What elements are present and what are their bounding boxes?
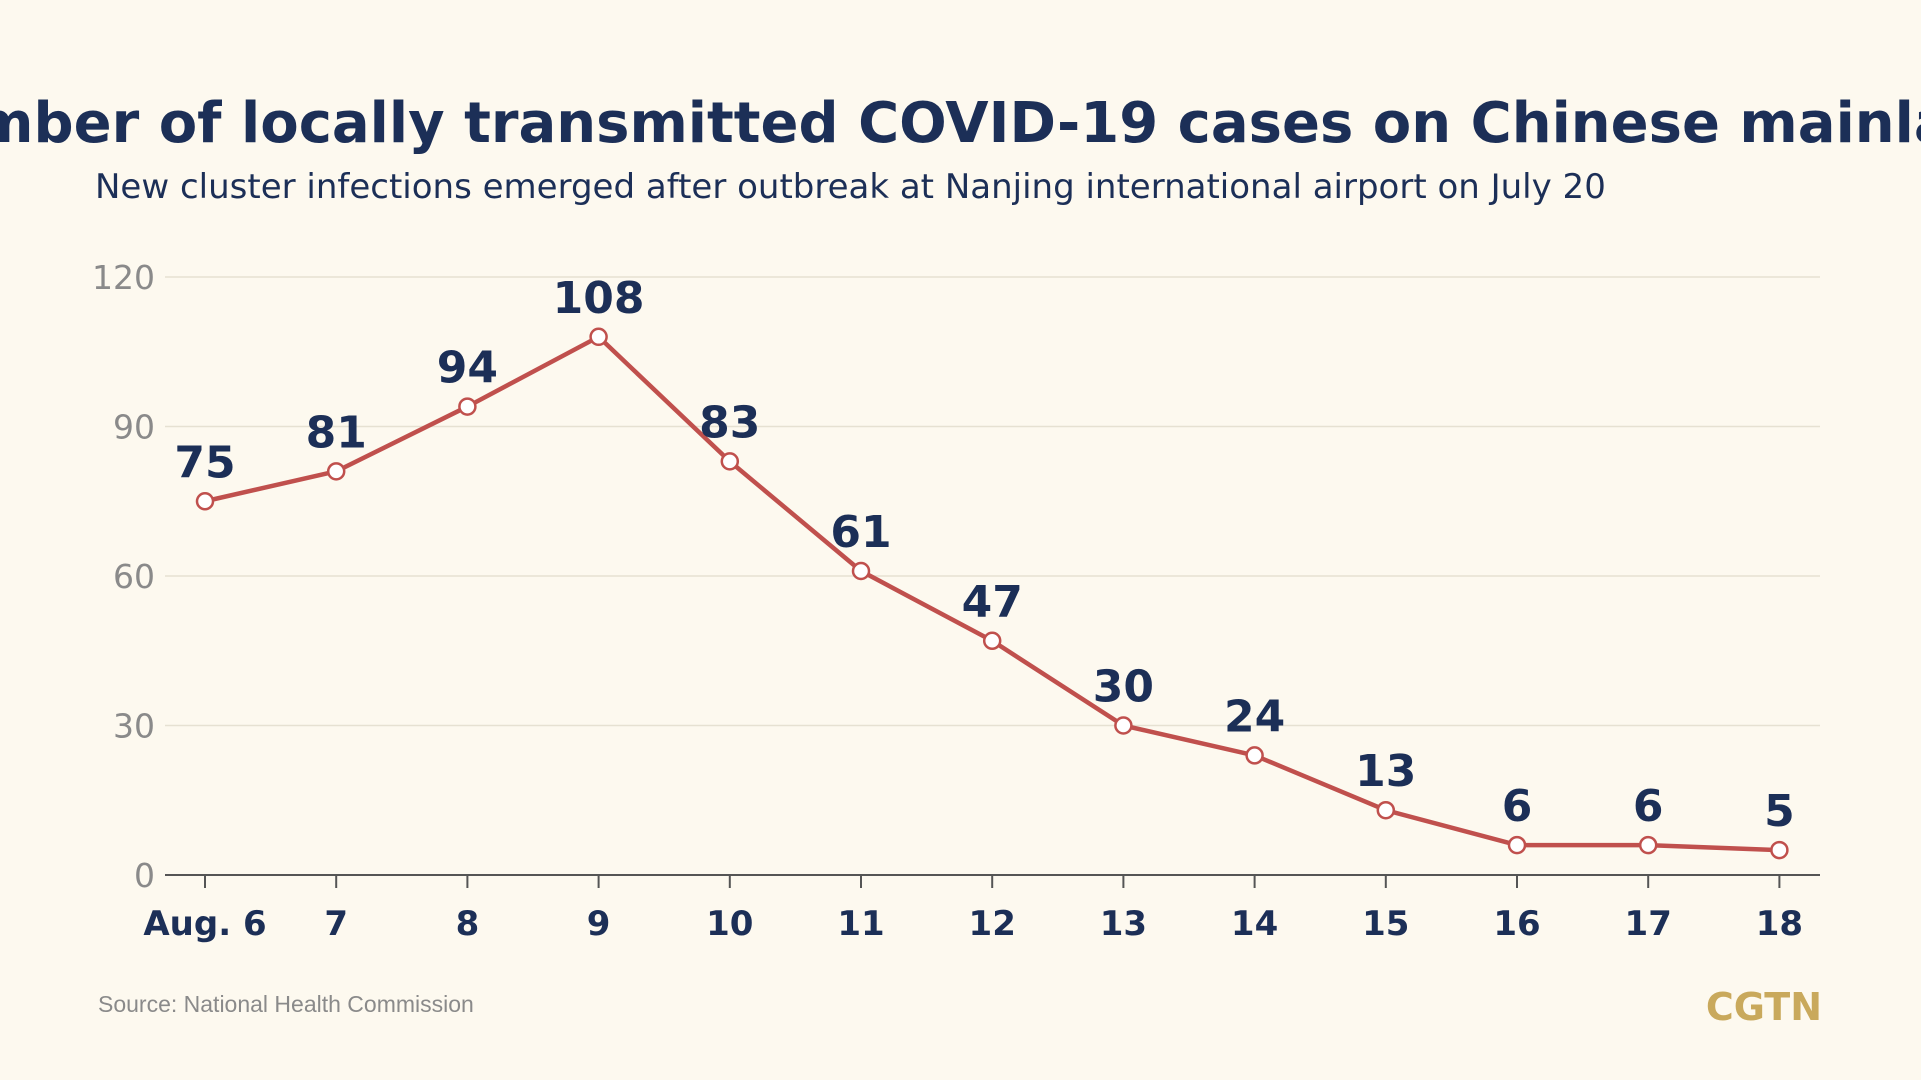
chart-subtitle: New cluster infections emerged after out…: [95, 167, 1606, 207]
x-tick-label: 11: [837, 904, 884, 944]
data-point: [982, 631, 1002, 651]
data-label: 108: [553, 273, 645, 324]
points-layer: [195, 327, 1789, 860]
y-tick-label: 0: [134, 856, 155, 895]
gridlines: [165, 276, 1820, 727]
y-tick-label: 120: [92, 258, 155, 297]
x-tick-label: 12: [969, 904, 1016, 944]
data-point: [720, 452, 740, 471]
x-axis-ticks: Aug. 6 7 8 9 10 11 12 13 14 15 16 17 18: [143, 875, 1803, 944]
data-label: 47: [962, 577, 1023, 628]
x-tick-label: 8: [456, 904, 480, 944]
y-axis-ticks: 0 30 60 90 120: [92, 258, 155, 895]
data-point: [1376, 800, 1396, 820]
data-label: 24: [1224, 691, 1285, 742]
data-label: 75: [174, 437, 235, 488]
x-tick-label: 7: [324, 904, 348, 944]
x-tick-label: 15: [1362, 904, 1409, 944]
data-label: 6: [1502, 781, 1533, 832]
x-tick-label: 10: [706, 904, 753, 944]
data-label: 94: [437, 343, 498, 394]
x-tick-label: 16: [1493, 904, 1540, 944]
data-label: 5: [1764, 786, 1795, 837]
data-label: 30: [1093, 662, 1154, 713]
x-tick-label: 14: [1231, 904, 1278, 944]
x-tick-label: 9: [587, 904, 611, 944]
data-label: 61: [830, 507, 891, 558]
data-point: [851, 561, 871, 581]
x-tick-label: Aug. 6: [143, 904, 266, 944]
data-point: [1770, 840, 1789, 860]
y-tick-label: 90: [113, 408, 155, 447]
data-label: 81: [306, 407, 367, 458]
data-point: [1245, 746, 1264, 765]
data-label: 6: [1633, 781, 1664, 832]
data-point: [1638, 835, 1658, 855]
x-tick-label: 18: [1756, 904, 1803, 944]
data-point: [326, 462, 346, 481]
x-tick-label: 13: [1100, 904, 1147, 944]
brand-logo: CGTN: [1706, 985, 1822, 1029]
data-point: [1114, 716, 1133, 735]
data-label: 83: [699, 397, 760, 448]
data-point: [589, 327, 608, 347]
y-tick-label: 60: [113, 557, 155, 596]
y-tick-label: 30: [113, 707, 155, 746]
data-point: [458, 397, 477, 416]
source-note: Source: National Health Commission: [98, 991, 474, 1017]
data-labels-layer: 75 81 94 108 83 61 47 30 24 13 6 6 5: [174, 273, 1794, 837]
data-point: [1507, 835, 1527, 855]
x-tick-label: 17: [1625, 904, 1672, 944]
data-point: [195, 492, 215, 511]
chart-title: Number of locally transmitted COVID-19 c…: [0, 91, 1921, 156]
data-label: 13: [1355, 746, 1416, 797]
